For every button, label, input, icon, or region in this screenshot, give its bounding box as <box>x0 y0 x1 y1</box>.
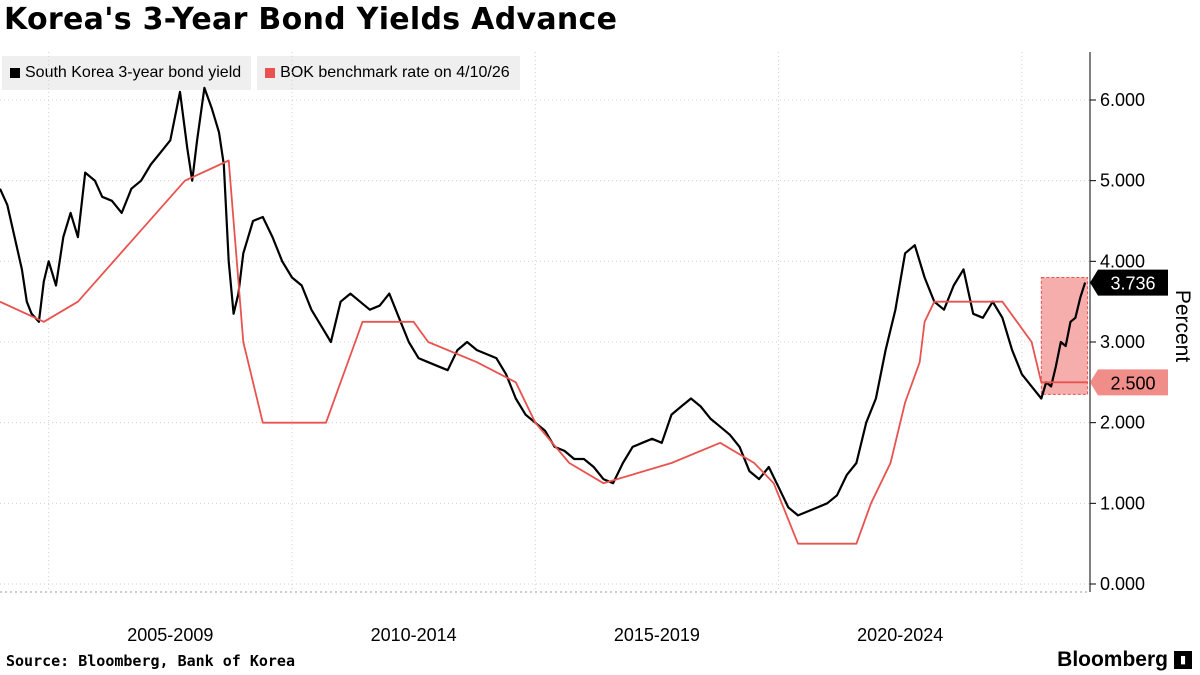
x-tick-label: 2005-2009 <box>127 625 213 645</box>
x-tick-label: 2020-2024 <box>857 625 943 645</box>
last-value-label-bond-yield: 3.736 <box>1090 269 1168 296</box>
legend-label-bok-rate: BOK benchmark rate on 4/10/26 <box>280 64 510 81</box>
bloomberg-icon: ▮ <box>1174 651 1192 669</box>
y-tick-label: 3.000 <box>1100 332 1145 352</box>
y-axis-title: Percent <box>1171 290 1194 363</box>
last-value-text: 2.500 <box>1110 373 1155 393</box>
last-value-text: 3.736 <box>1110 274 1155 294</box>
last-value-callout <box>1090 369 1168 396</box>
legend-label-bond-yield: South Korea 3-year bond yield <box>25 64 242 81</box>
bloomberg-logo: Bloomberg <box>1057 648 1168 671</box>
y-tick-label: 2.000 <box>1100 413 1145 433</box>
bond-yield-line <box>0 86 1087 517</box>
y-tick-label: 1.000 <box>1100 493 1145 513</box>
y-tick-label: 4.000 <box>1100 251 1145 271</box>
legend-item-bond-yield: South Korea 3-year bond yield <box>2 56 252 90</box>
last-value-callout <box>1090 269 1168 296</box>
x-tick-label: 2010-2014 <box>371 625 457 645</box>
bok-rate-line <box>0 159 1088 545</box>
chart-title: Korea's 3-Year Bond Yields Advance <box>4 2 618 37</box>
legend-swatch-bok-rate <box>265 68 276 78</box>
legend-swatch-bond-yield <box>10 68 20 78</box>
source-note: Source: Bloomberg, Bank of Korea <box>6 652 295 670</box>
last-value-label-bok-rate: 2.500 <box>1090 369 1168 396</box>
y-tick-label: 6.000 <box>1100 90 1145 110</box>
legend-item-bok-rate: BOK benchmark rate on 4/10/26 <box>257 56 520 90</box>
y-tick-label: 0.000 <box>1100 574 1145 594</box>
y-tick-label: 5.000 <box>1100 171 1145 191</box>
legend: South Korea 3-year bond yield BOK benchm… <box>2 56 520 90</box>
x-tick-label: 2015-2019 <box>614 625 700 645</box>
